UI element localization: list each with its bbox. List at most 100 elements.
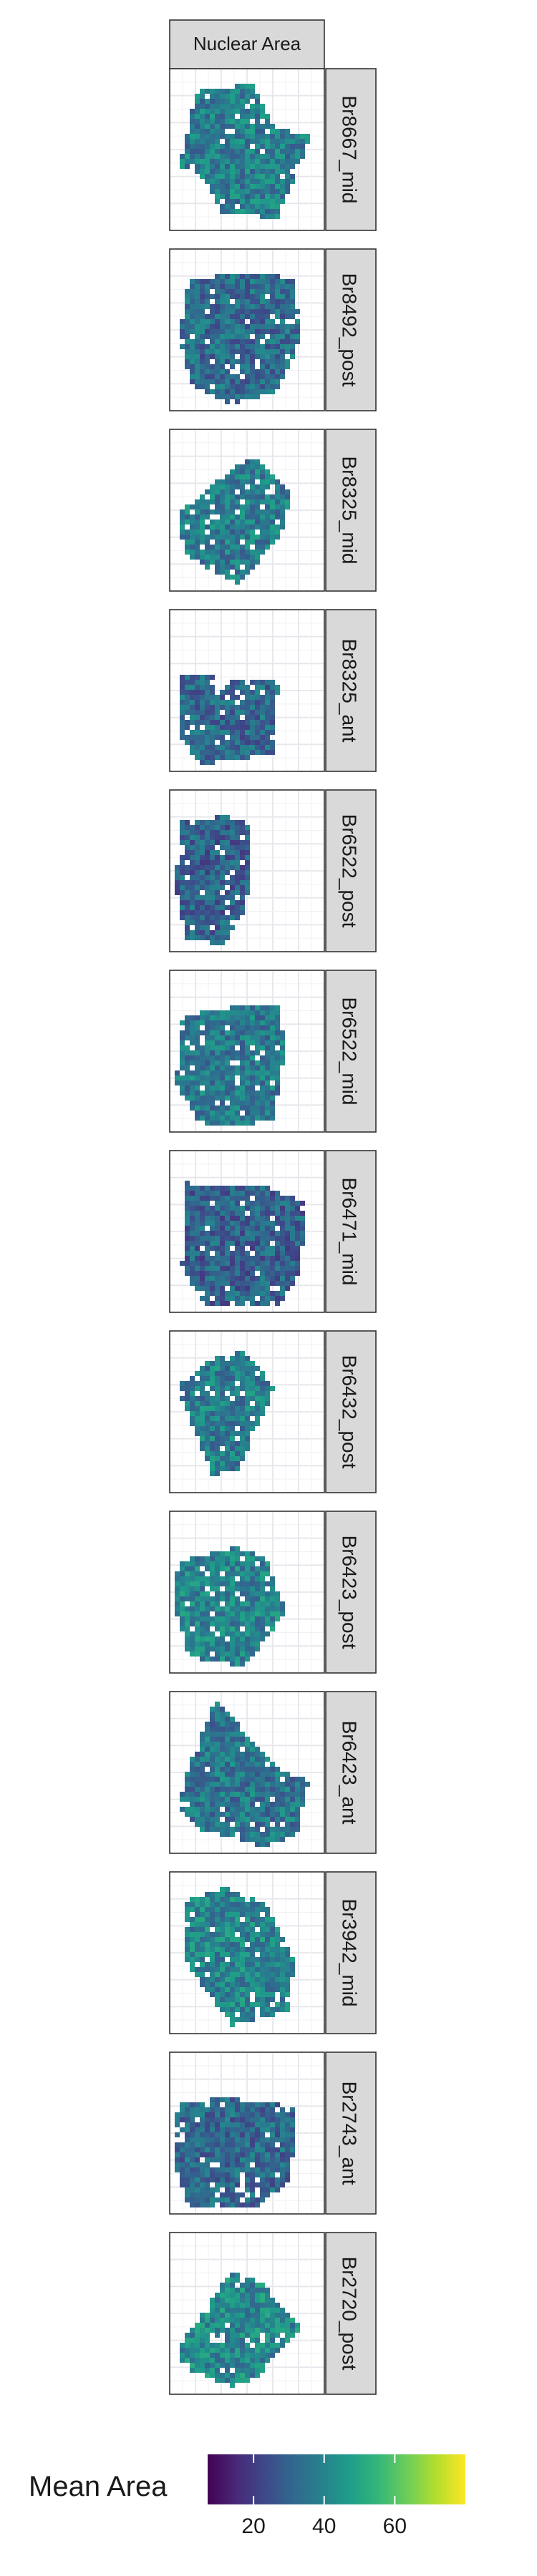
tissue-spot [250,1641,255,1646]
tissue-spot [260,2308,265,2313]
tissue-spot [230,309,235,314]
tissue-spot [180,2117,185,2122]
tissue-spot [205,1892,210,1897]
tissue-spot [195,1191,200,1196]
tissue-spot [175,1571,180,1576]
tissue-spot [210,159,215,164]
tissue-spot [250,2313,255,2318]
tissue-spot [220,1015,225,1020]
tissue-spot [275,1060,280,1065]
tissue-spot [250,1957,255,1962]
tissue-spot [240,1101,245,1106]
tissue-spot [250,174,255,179]
tissue-spot [210,1020,215,1025]
tissue-spot [240,1396,245,1401]
tissue-spot [230,169,235,174]
tissue-spot [205,555,210,560]
tissue-spot [190,359,195,364]
tissue-spot [240,464,245,469]
tissue-spot [185,1386,190,1391]
tissue-spot [265,114,270,119]
tissue-spot [255,2122,260,2127]
tissue-spot [215,1932,220,1937]
tissue-spot [255,1080,260,1085]
tissue-spot [185,2162,190,2167]
tissue-spot [275,1020,280,1025]
tissue-spot [185,304,190,309]
tissue-spot [210,379,215,384]
tissue-spot [245,845,250,850]
tissue-spot [265,1992,270,1997]
tissue-spot [215,374,220,379]
tissue-spot [245,1426,250,1431]
tissue-spot [265,2328,270,2333]
tissue-spot [250,154,255,159]
tissue-spot [235,1231,240,1236]
tissue-spot [230,1631,235,1636]
tissue-spot [235,1065,240,1070]
tissue-spot [285,169,290,174]
tissue-spot [265,1261,270,1266]
tissue-spot [225,1657,230,1662]
tissue-spot [240,1406,245,1411]
tissue-spot [225,1191,230,1196]
tissue-spot [250,1942,255,1947]
tissue-spot [195,99,200,104]
tissue-spot [225,369,230,374]
tissue-spot [180,1065,185,1070]
tissue-spot [285,1957,290,1962]
tissue-spot [280,1040,285,1045]
tissue-spot [235,915,240,920]
tissue-spot [245,1601,250,1606]
tissue-spot [245,1216,250,1221]
tissue-spot [195,519,200,525]
tissue-spots [180,1702,310,1847]
tissue-spot [245,1441,250,1446]
tissue-spot [270,1917,275,1922]
tissue-spot [235,860,240,865]
tissue-spot [245,1065,250,1070]
tissue-spot [230,710,235,715]
tissue-spot [245,1266,250,1271]
tissue-spot [260,1060,265,1065]
tissue-spot [205,114,210,119]
tissue-spot [205,1807,210,1812]
tissue-spot [230,540,235,545]
tissue-spot [230,209,235,214]
tissue-spot [270,2102,275,2107]
tissue-spot [220,1211,225,1216]
tissue-spot [270,1962,275,1967]
tissue-spot [280,1827,285,1832]
tissue-spot [245,304,250,309]
tissue-spot [240,575,245,580]
tissue-spot [270,309,275,314]
tissue-spot [230,1111,235,1116]
tissue-spot [270,2328,275,2333]
tissue-spot [255,324,260,329]
tissue-spot [265,1606,270,1611]
tissue-spot [270,2117,275,2122]
tissue-spot [245,339,250,344]
tissue-spot [260,184,265,189]
tissue-spot [285,2318,290,2323]
tissue-spot [205,875,210,880]
tissue-spot [245,1752,250,1757]
tissue-spot [205,1922,210,1927]
tissue-spot [260,1636,265,1641]
tissue-spot [270,540,275,545]
tissue-spot [220,1897,225,1902]
tissue-spot [210,1932,215,1937]
tissue-spot [180,1091,185,1096]
tissue-spot [215,199,220,204]
tissue-spot [245,755,250,760]
tissue-spot [235,1662,240,1667]
tissue-spot [195,685,200,690]
tissue-spot [260,2197,265,2202]
tissue-spot [190,1091,195,1096]
tissue-spot [200,1556,205,1561]
tissue-spot [215,1436,220,1441]
tissue-spot [175,2167,180,2172]
tissue-spot [220,1722,225,1727]
tissue-spot [250,474,255,479]
tissue-spot [205,359,210,364]
